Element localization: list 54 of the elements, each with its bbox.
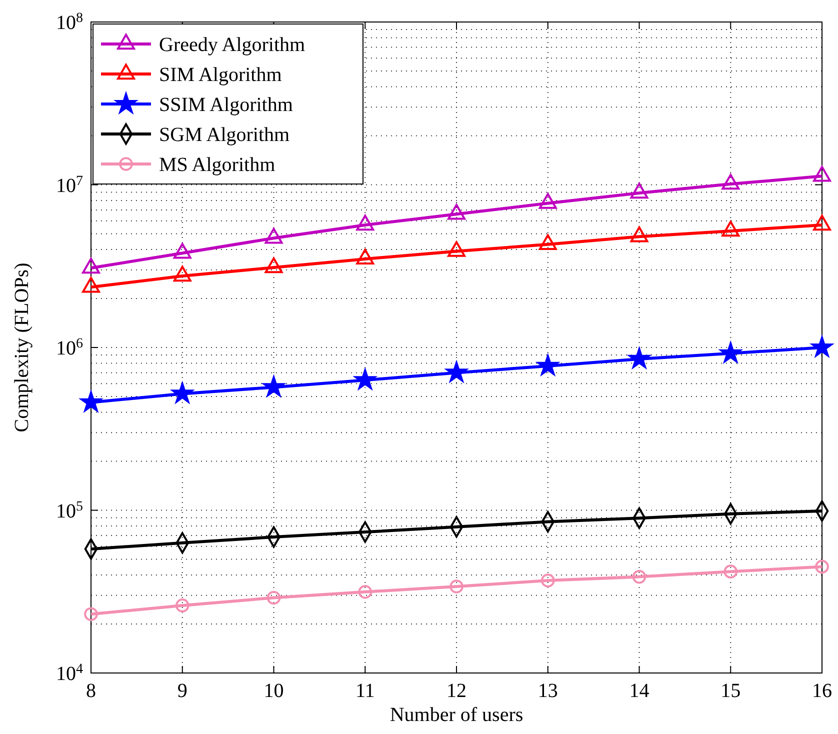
legend-label: SIM Algorithm: [159, 64, 282, 86]
point: [720, 342, 742, 362]
x-tick-label: 13: [538, 680, 558, 702]
legend-label: SSIM Algorithm: [159, 94, 294, 116]
point: [448, 241, 466, 257]
y-tick-label: 10$^{8}$: [56, 10, 83, 34]
x-tick-label: 9: [177, 680, 188, 702]
point: [540, 574, 555, 588]
y-axis-title: Complexity (FLOPs): [11, 262, 33, 432]
point: [84, 607, 98, 622]
point: [173, 242, 192, 259]
point: [538, 234, 557, 250]
x-tick-label: 16: [812, 680, 832, 702]
point: [448, 204, 466, 220]
x-tick-label: 15: [720, 680, 741, 702]
x-tick-label: 12: [446, 680, 466, 702]
point: [722, 174, 740, 190]
point: [356, 214, 374, 231]
point: [813, 214, 831, 231]
x-tick-label: 10: [264, 680, 284, 702]
x-tick-label: 14: [629, 680, 650, 702]
point: [80, 391, 102, 412]
point: [446, 362, 467, 382]
y-tick-label: 10$^{4}$: [56, 662, 83, 685]
x-tick-label: 8: [86, 680, 96, 702]
point: [173, 266, 192, 282]
point: [82, 276, 100, 293]
point: [264, 228, 283, 244]
point: [82, 258, 100, 274]
x-tick-label: 11: [355, 680, 375, 702]
point: [358, 584, 372, 599]
point: [266, 590, 281, 605]
point: [632, 570, 646, 584]
point: [354, 369, 376, 390]
legend-label: Greedy Algorithm: [159, 34, 306, 56]
legend-label: MS Algorithm: [159, 154, 276, 176]
point: [815, 560, 829, 574]
point: [264, 257, 283, 274]
point: [172, 382, 193, 403]
point: [630, 182, 648, 199]
y-tick-label: 10$^{7}$: [56, 173, 83, 197]
point: [538, 193, 557, 209]
point: [724, 564, 738, 578]
y-tick-label: 10$^{6}$: [56, 336, 83, 360]
y-tick-label: 10$^{5}$: [56, 498, 83, 522]
point: [722, 220, 740, 237]
point: [263, 376, 284, 396]
point: [356, 248, 374, 265]
x-axis-title: Number of users: [390, 704, 524, 726]
point: [175, 598, 190, 612]
legend-label: SGM Algorithm: [159, 124, 290, 146]
point: [813, 166, 831, 182]
point: [630, 226, 648, 242]
point: [450, 580, 464, 594]
